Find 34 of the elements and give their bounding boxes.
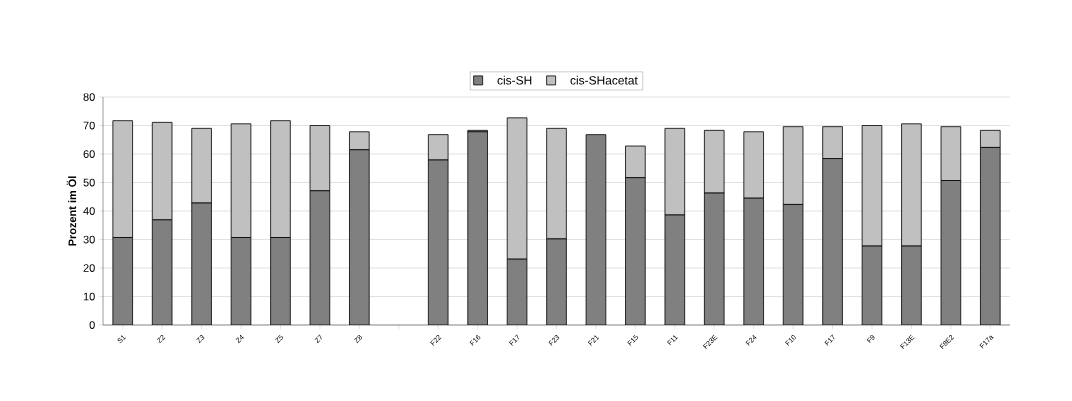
- bar: [191, 202, 212, 325]
- bar: [980, 147, 1001, 325]
- y-axis-title: Prozent im Öl: [66, 176, 77, 246]
- bar: [901, 245, 922, 325]
- bar: [270, 237, 291, 325]
- y-tick-label: 10: [83, 292, 95, 301]
- bar: [546, 238, 567, 325]
- legend-label: cis-SHacetat: [570, 75, 638, 85]
- bar: [427, 159, 449, 325]
- bar: [782, 204, 804, 325]
- y-tick-label: 50: [83, 178, 95, 187]
- bar: [585, 134, 607, 325]
- y-tick-label: 80: [83, 93, 95, 101]
- y-tick-label: 70: [83, 121, 95, 130]
- bar: [940, 180, 962, 325]
- bar: [743, 197, 764, 325]
- legend-label: cis-SH: [497, 75, 532, 85]
- bar: [230, 237, 252, 325]
- y-tick-label: 30: [83, 235, 95, 244]
- bar: [703, 192, 725, 325]
- bar: [427, 134, 449, 161]
- y-tick-label: 0: [89, 321, 95, 329]
- bar: [151, 219, 173, 325]
- bar: [112, 237, 133, 325]
- y-tick-label: 40: [83, 207, 95, 215]
- bar: [625, 145, 646, 179]
- bar: [309, 190, 331, 325]
- bar: [467, 131, 488, 325]
- bar: [625, 177, 646, 325]
- bar: [664, 214, 686, 325]
- y-tick-label: 20: [83, 264, 95, 272]
- bar: [349, 149, 370, 325]
- bar: [822, 158, 843, 325]
- y-tick-label: 60: [83, 150, 95, 158]
